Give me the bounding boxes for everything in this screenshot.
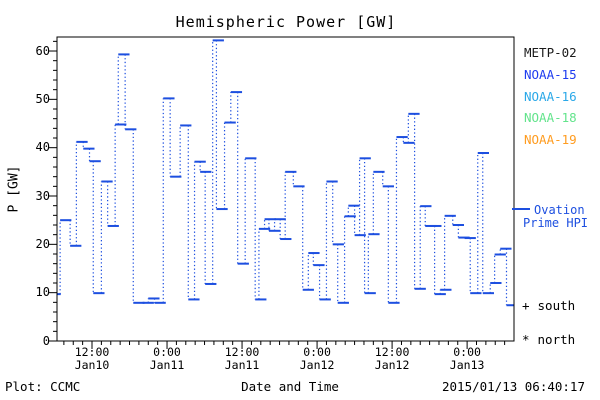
plot-box	[56, 36, 515, 342]
axis-ticks	[49, 40, 506, 349]
ovation-prime-series	[57, 39, 514, 307]
